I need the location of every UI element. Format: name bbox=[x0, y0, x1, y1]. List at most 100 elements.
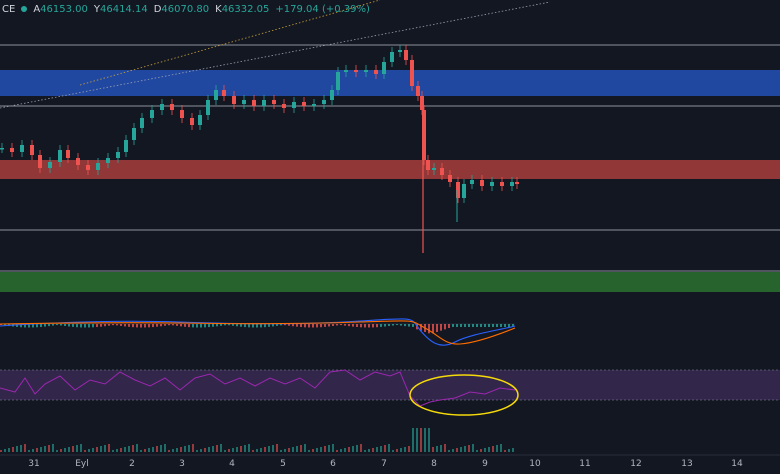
x-axis-tick-label: 3 bbox=[179, 459, 185, 469]
candle-body bbox=[398, 50, 402, 52]
macd-hist bbox=[72, 324, 74, 327]
macd-hist bbox=[144, 324, 146, 328]
macd-hist bbox=[492, 324, 494, 327]
candle-body bbox=[30, 145, 34, 155]
volume-bar bbox=[148, 448, 150, 452]
volume-bar bbox=[484, 448, 486, 452]
macd-hist bbox=[108, 324, 110, 326]
candle-body bbox=[364, 70, 368, 72]
candle-body bbox=[252, 100, 256, 106]
volume-bar bbox=[256, 449, 258, 452]
low-label: D bbox=[153, 3, 162, 15]
macd-hist bbox=[420, 324, 422, 331]
volume-bar bbox=[276, 444, 278, 452]
x-axis-tick-label: 7 bbox=[381, 459, 387, 469]
volume-bar bbox=[304, 444, 306, 452]
macd-hist bbox=[392, 324, 394, 326]
macd-hist bbox=[468, 324, 470, 327]
macd-hist bbox=[364, 324, 366, 328]
volume-bar bbox=[212, 446, 214, 452]
candles-layer bbox=[0, 45, 519, 253]
volume-bar bbox=[72, 446, 74, 452]
macd-hist bbox=[400, 324, 402, 326]
candle-body bbox=[116, 152, 120, 158]
volume-bar bbox=[320, 447, 322, 452]
macd-hist bbox=[444, 324, 446, 330]
volume-bar bbox=[68, 447, 70, 452]
macd-hist bbox=[160, 324, 162, 327]
macd-line bbox=[0, 318, 516, 346]
volume-panel bbox=[0, 428, 514, 452]
candle-body bbox=[86, 165, 90, 170]
candle-body bbox=[198, 115, 202, 125]
macd-hist bbox=[68, 324, 70, 327]
volume-bar bbox=[380, 446, 382, 452]
macd-hist bbox=[328, 324, 330, 327]
macd-hist bbox=[432, 324, 434, 334]
candle-body bbox=[232, 96, 236, 104]
x-axis-tick-label: 2 bbox=[129, 459, 135, 469]
macd-hist bbox=[368, 324, 370, 328]
candle-body bbox=[96, 163, 100, 170]
macd-hist bbox=[436, 324, 438, 332]
x-axis-tick-label: Eyl bbox=[75, 459, 89, 469]
volume-bar bbox=[444, 444, 446, 452]
macd-hist bbox=[344, 324, 346, 326]
macd-hist bbox=[292, 324, 294, 327]
rsi-band bbox=[0, 370, 780, 400]
candle-body bbox=[48, 162, 52, 168]
candle-body bbox=[420, 96, 424, 110]
macd-hist bbox=[336, 324, 338, 326]
x-axis-tick-label: 4 bbox=[229, 459, 235, 469]
volume-bar bbox=[312, 449, 314, 452]
macd-hist bbox=[24, 324, 26, 328]
macd-hist bbox=[236, 324, 238, 327]
candle-body bbox=[38, 155, 42, 168]
macd-hist bbox=[472, 324, 474, 327]
zone-layer bbox=[0, 70, 780, 292]
candle-body bbox=[190, 118, 194, 125]
macd-hist bbox=[36, 324, 38, 328]
volume-bar bbox=[140, 450, 142, 452]
candle-body bbox=[448, 175, 452, 182]
volume-bar bbox=[108, 444, 110, 452]
macd-hist bbox=[172, 324, 174, 326]
macd-hist bbox=[464, 324, 466, 327]
candle-body bbox=[330, 90, 334, 100]
volume-bar bbox=[252, 450, 254, 452]
candle-body bbox=[322, 100, 326, 104]
macd-hist bbox=[176, 324, 178, 326]
macd-hist bbox=[376, 324, 378, 328]
candle-body bbox=[302, 102, 306, 106]
volume-bar bbox=[336, 450, 338, 452]
volume-bar bbox=[512, 448, 514, 452]
x-axis-tick-label: 6 bbox=[330, 459, 336, 469]
volume-bar bbox=[208, 447, 210, 452]
volume-bar bbox=[284, 449, 286, 452]
macd-hist bbox=[340, 324, 342, 326]
volume-bar bbox=[60, 449, 62, 452]
macd-hist bbox=[332, 324, 334, 326]
candle-body bbox=[426, 160, 430, 170]
volume-bar bbox=[176, 448, 178, 452]
candle-body bbox=[170, 104, 174, 110]
macd-hist bbox=[180, 324, 182, 327]
x-axis-tick-label: 14 bbox=[731, 459, 743, 469]
macd-hist bbox=[356, 324, 358, 328]
volume-bar bbox=[324, 446, 326, 452]
volume-bar bbox=[136, 444, 138, 452]
macd-hist bbox=[140, 324, 142, 328]
ohlc-header: CE A46153.00 Y46414.14 D46070.80 K46332.… bbox=[0, 0, 370, 18]
macd-hist bbox=[100, 324, 102, 327]
high-label: Y bbox=[93, 3, 100, 15]
candle-body bbox=[132, 128, 136, 140]
volume-bar bbox=[196, 450, 198, 452]
macd-hist bbox=[104, 324, 106, 327]
volume-bar bbox=[20, 445, 22, 452]
open-label: A bbox=[33, 3, 41, 15]
volume-bar bbox=[308, 450, 310, 452]
signal-line bbox=[0, 320, 516, 345]
candle-body bbox=[490, 182, 494, 186]
